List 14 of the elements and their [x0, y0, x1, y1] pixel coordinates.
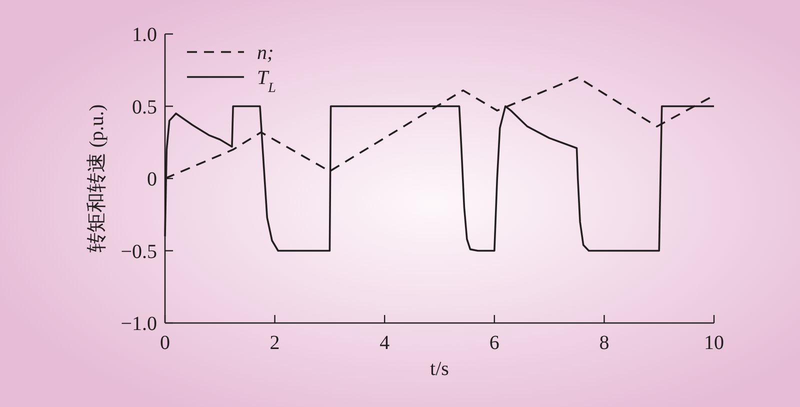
x-axis-title: t/s	[430, 358, 450, 380]
y-axis-title: 转矩和转速 (p.u.)	[86, 104, 108, 253]
x-tick-label: 6	[489, 332, 500, 354]
legend-label: n;	[257, 42, 274, 64]
x-tick-label: 8	[599, 332, 610, 354]
y-tick-label: 1.0	[132, 24, 157, 46]
y-tick-label: 0.5	[132, 96, 157, 118]
y-tick-label: −1.0	[120, 313, 157, 335]
x-tick-label: 2	[270, 332, 280, 354]
legend-label: T$_{L}$	[257, 67, 276, 96]
y-tick-label: 0	[147, 168, 157, 190]
x-tick-label: 4	[380, 332, 390, 354]
x-tick-label: 10	[704, 332, 724, 354]
y-tick-label: −0.5	[120, 240, 157, 263]
